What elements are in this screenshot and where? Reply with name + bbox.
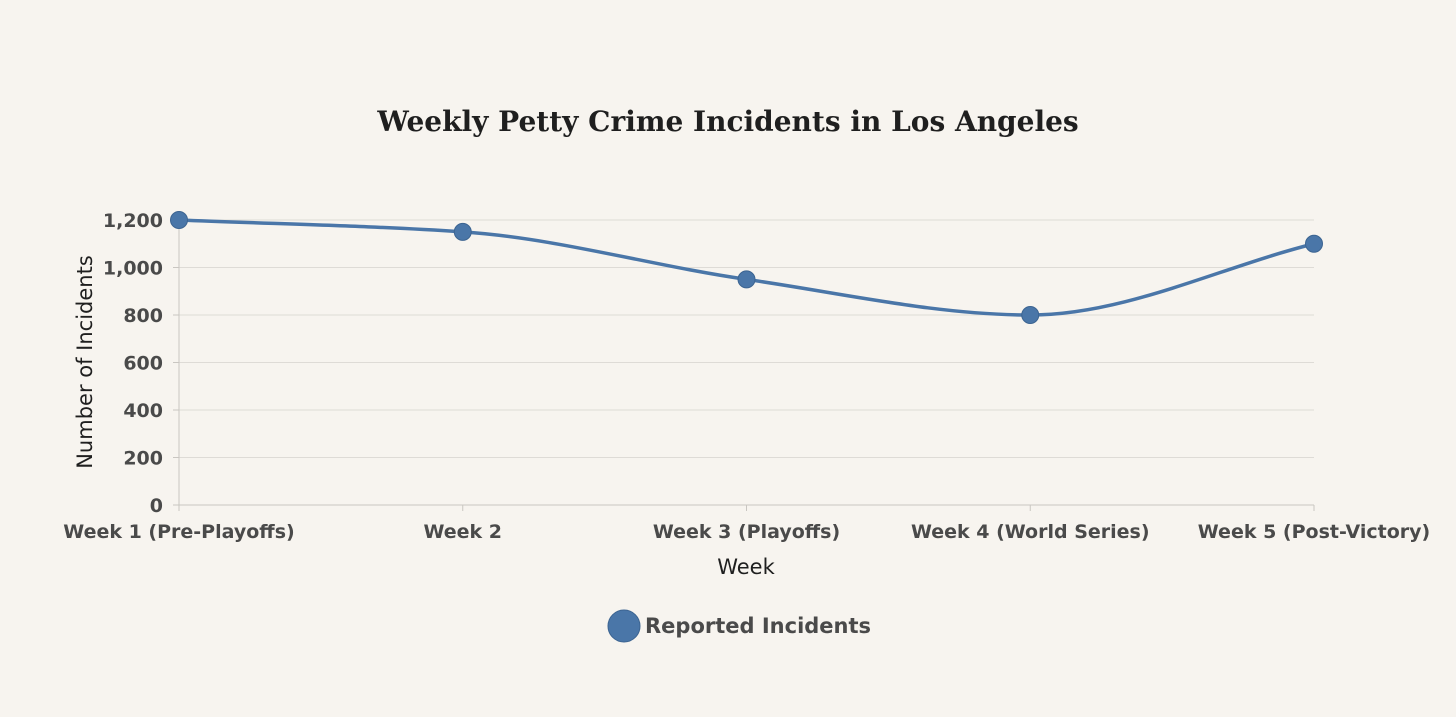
x-tick-label: Week 3 (Playoffs)	[653, 521, 840, 543]
x-tick-label: Week 1 (Pre-Playoffs)	[63, 521, 294, 543]
y-tick-label: 200	[123, 448, 163, 470]
y-tick-label: 1,200	[103, 210, 163, 232]
data-point	[453, 222, 472, 241]
data-point	[737, 270, 756, 289]
x-axis-ticks: Week 1 (Pre-Playoffs) Week 2 Week 3 (Playo…	[63, 505, 1430, 543]
y-axis-ticks: 0 200 400 600 800 1,000 1,200	[103, 210, 179, 517]
y-tick-label: 600	[123, 353, 163, 375]
x-axis-title: Week	[717, 555, 775, 579]
y-tick-label: 0	[150, 495, 163, 517]
legend-label: Reported Incidents	[645, 614, 871, 638]
x-tick-label: Week 5 (Post-Victory)	[1198, 521, 1430, 543]
x-tick-label: Week 4 (World Series)	[911, 521, 1150, 543]
chart-title: Weekly Petty Crime Incidents in Los Ange…	[376, 105, 1078, 138]
x-tick-label: Week 2	[423, 521, 502, 543]
data-point	[1021, 306, 1040, 324]
y-axis-title: Number of Incidents	[73, 255, 97, 469]
legend: Reported Incidents	[607, 609, 871, 643]
legend-marker	[607, 609, 641, 643]
series-reported-incidents	[170, 211, 1323, 324]
data-point	[170, 211, 188, 229]
y-tick-label: 400	[123, 400, 163, 422]
gridlines	[178, 219, 1314, 506]
y-tick-label: 1,000	[103, 258, 163, 280]
y-tick-label: 800	[123, 305, 163, 327]
data-point	[1305, 234, 1323, 253]
